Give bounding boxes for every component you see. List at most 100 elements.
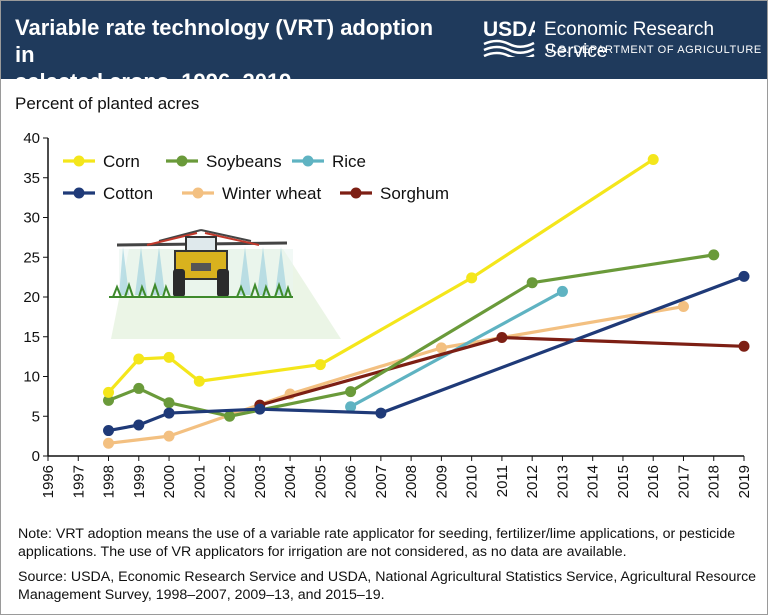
y-tick-label: 0 <box>32 448 40 465</box>
x-tick-label: 2002 <box>222 465 239 498</box>
x-tick-label: 2015 <box>615 465 632 498</box>
data-point-rice <box>556 285 568 297</box>
y-tick-label: 10 <box>23 369 40 386</box>
chart-title-line1: Variable rate technology (VRT) adoption … <box>15 15 434 67</box>
x-tick-label: 2005 <box>312 465 329 498</box>
x-tick-label: 1999 <box>131 465 148 498</box>
x-tick-label: 2000 <box>161 465 178 498</box>
x-tick-label: 2006 <box>343 465 360 498</box>
y-tick-label: 35 <box>23 170 40 187</box>
data-point-cotton <box>163 407 175 419</box>
data-point-sorghum <box>738 340 750 352</box>
data-point-cotton <box>375 407 387 419</box>
legend-item-cotton: Cotton <box>63 184 153 203</box>
data-point-cotton <box>254 403 266 415</box>
data-point-winter-wheat <box>103 437 115 449</box>
data-point-winter-wheat <box>435 342 447 354</box>
y-tick-label: 5 <box>32 408 40 425</box>
usda-logo-icon: USDA <box>483 18 535 57</box>
data-point-soybeans <box>133 382 145 394</box>
chart-title-line2: selected crops, 1996–2019 <box>15 69 292 94</box>
data-point-soybeans <box>224 410 236 422</box>
legend-label: Sorghum <box>380 184 449 203</box>
y-tick-label: 15 <box>23 329 40 346</box>
series-lines <box>103 153 750 449</box>
x-tick-label: 2017 <box>675 465 692 498</box>
legend-label: Cotton <box>103 184 153 203</box>
x-tick-label: 2014 <box>585 465 602 498</box>
chart-axes: 0 5 10 15 20 25 30 35 40 1996 1997 1998 1999 2000 2001… <box>23 130 753 498</box>
data-point-soybeans <box>526 277 538 289</box>
y-tick-label: 25 <box>23 249 40 266</box>
x-tick-label: 2003 <box>252 465 269 498</box>
chart-legend: Corn Soybeans Rice Cotton Winter wheat Sorghu… <box>63 152 449 203</box>
x-tick-label: 2001 <box>191 465 208 498</box>
legend-label: Corn <box>103 152 140 171</box>
usda-logo-text: USDA <box>483 18 535 41</box>
y-tick-label: 30 <box>23 210 40 227</box>
agency-name: Economic Research Service <box>544 19 715 62</box>
y-tick-label: 20 <box>23 289 40 306</box>
x-tick-label: 2016 <box>645 465 662 498</box>
data-point-soybeans <box>103 394 115 406</box>
legend-item-winter-wheat: Winter wheat <box>182 184 321 203</box>
legend-swatch-marker <box>350 187 362 199</box>
data-point-rice <box>345 401 357 413</box>
chart-source: Source: USDA, Economic Research Service … <box>18 569 757 603</box>
legend-swatch-marker <box>192 187 204 199</box>
data-point-sorghum <box>496 332 508 344</box>
series-sorghum <box>254 332 750 411</box>
x-tick-label: 2013 <box>554 465 571 498</box>
legend-swatch-marker <box>302 155 314 167</box>
x-tick-label: 2012 <box>524 465 541 498</box>
x-tick-label: 1996 <box>40 465 57 498</box>
x-tick-label: 2004 <box>282 465 299 498</box>
data-point-corn <box>163 351 175 363</box>
series-cotton <box>103 270 750 437</box>
header-banner: Variable rate technology (VRT) adoption … <box>1 1 767 94</box>
legend-label: Rice <box>332 152 366 171</box>
data-point-corn <box>466 272 478 284</box>
y-tick-label: 40 <box>23 130 40 147</box>
line-chart: 0 5 10 15 20 25 30 35 40 1996 1997 1998 1999 2000 2001… <box>23 130 753 498</box>
x-tick-label: 2019 <box>736 465 753 498</box>
legend-item-soybeans: Soybeans <box>166 152 282 171</box>
legend-swatch-marker <box>73 187 85 199</box>
legend-label: Soybeans <box>206 152 282 171</box>
data-point-corn <box>647 153 659 165</box>
y-axis-label: Percent of planted acres <box>15 94 200 113</box>
department-name: U.S. DEPARTMENT OF AGRICULTURE <box>546 44 762 56</box>
x-tick-label: 1997 <box>70 465 87 498</box>
legend-item-corn: Corn <box>63 152 140 171</box>
x-tick-label: 2011 <box>494 465 511 497</box>
x-tick-label: 2008 <box>403 465 420 498</box>
legend-item-sorghum: Sorghum <box>340 184 449 203</box>
x-tick-label: 2009 <box>433 465 450 498</box>
data-point-soybeans <box>163 397 175 409</box>
data-point-cotton <box>133 419 145 431</box>
data-point-cotton <box>738 270 750 282</box>
series-soybeans <box>103 249 720 422</box>
data-point-soybeans <box>345 386 357 398</box>
x-tick-label: 2018 <box>706 465 723 498</box>
legend-item-rice: Rice <box>292 152 366 171</box>
data-point-winter-wheat <box>677 301 689 313</box>
data-point-cotton <box>103 425 115 437</box>
legend-swatch-marker <box>73 155 85 167</box>
x-tick-label: 2007 <box>373 465 390 498</box>
series-corn <box>103 153 659 398</box>
x-tick-label: 1998 <box>101 465 118 498</box>
data-point-winter-wheat <box>163 430 175 442</box>
data-point-corn <box>133 353 145 365</box>
data-point-corn <box>193 375 205 387</box>
data-point-corn <box>314 359 326 371</box>
tractor-illustration-icon <box>109 229 341 339</box>
data-point-soybeans <box>708 249 720 261</box>
data-point-corn <box>103 386 115 398</box>
chart-title: Variable rate technology (VRT) adoption … <box>15 14 435 95</box>
legend-swatch-marker <box>176 155 188 167</box>
x-tick-label: 2010 <box>464 465 481 498</box>
chart-note: Note: VRT adoption means the use of a va… <box>18 526 736 560</box>
legend-label: Winter wheat <box>222 184 321 203</box>
